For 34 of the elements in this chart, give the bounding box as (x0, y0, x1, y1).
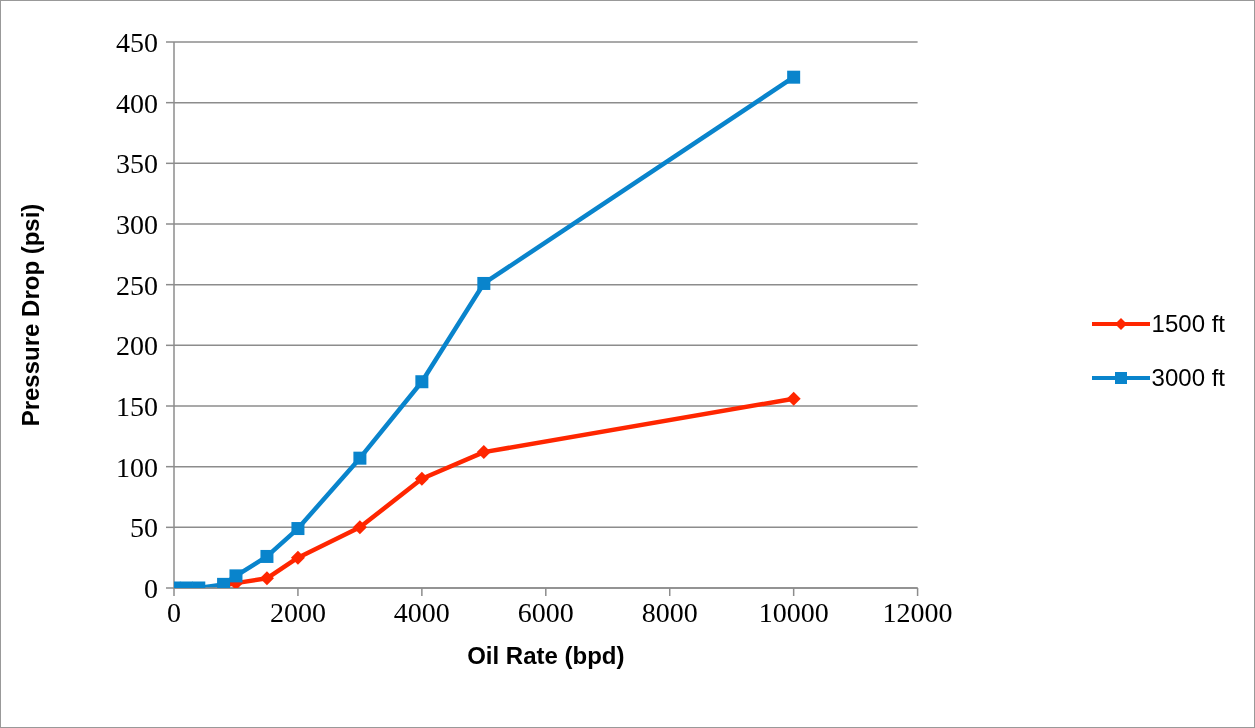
y-tick-label: 150 (116, 390, 158, 422)
point (352, 520, 367, 535)
legend-label: 1500 ft (1151, 310, 1225, 338)
x-tick-label: 2000 (269, 596, 326, 628)
point (414, 471, 429, 486)
x-tick-label: 4000 (393, 596, 450, 628)
point (259, 571, 274, 586)
x-tick-label: 0 (167, 596, 181, 628)
x-tick-label: 8000 (641, 596, 698, 628)
y-tick-label: 400 (116, 87, 158, 119)
point (353, 451, 367, 465)
point (260, 549, 274, 563)
y-tick-label: 0 (144, 572, 158, 604)
y-tick-label: 450 (116, 26, 158, 58)
point (476, 445, 491, 460)
point (787, 70, 801, 84)
point (291, 522, 305, 536)
x-tick-label: 6000 (517, 596, 574, 628)
y-tick-label: 350 (116, 148, 158, 180)
y-tick-label: 300 (116, 208, 158, 240)
y-axis-title: Pressure Drop (psi) (16, 203, 44, 427)
point (415, 375, 429, 389)
point (477, 276, 491, 290)
x-tick-label: 10000 (758, 596, 829, 628)
point (229, 569, 243, 583)
x-tick-label: 12000 (882, 596, 953, 628)
y-tick-label: 50 (130, 512, 158, 544)
x-axis-title: Oil Rate (bpd) (467, 642, 625, 669)
point (290, 550, 305, 565)
point (786, 391, 801, 406)
legend-label: 3000 ft (1151, 364, 1225, 392)
y-tick-label: 200 (116, 330, 158, 362)
y-tick-label: 100 (116, 451, 158, 483)
y-tick-label: 250 (116, 269, 158, 301)
